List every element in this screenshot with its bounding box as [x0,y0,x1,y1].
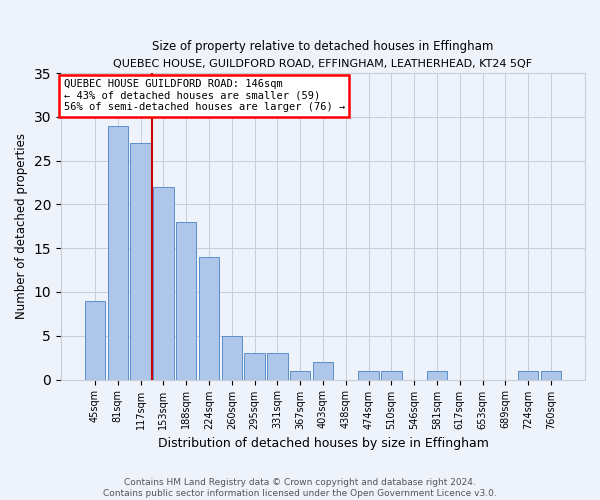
Bar [313,362,333,380]
X-axis label: Distribution of detached houses by size in Effingham: Distribution of detached houses by size … [158,437,488,450]
Bar [153,187,173,380]
Bar [381,371,401,380]
Text: Size of property relative to detached houses in Effingham: Size of property relative to detached ho… [152,40,494,53]
Bar [85,300,105,380]
Y-axis label: Number of detached properties: Number of detached properties [15,134,28,320]
Bar [427,371,447,380]
Bar [358,371,379,380]
Bar [518,371,538,380]
Bar [541,371,561,380]
Bar [130,143,151,380]
Bar [221,336,242,380]
Title: QUEBEC HOUSE, GUILDFORD ROAD, EFFINGHAM, LEATHERHEAD, KT24 5QF: QUEBEC HOUSE, GUILDFORD ROAD, EFFINGHAM,… [113,60,533,70]
Text: QUEBEC HOUSE GUILDFORD ROAD: 146sqm
← 43% of detached houses are smaller (59)
56: QUEBEC HOUSE GUILDFORD ROAD: 146sqm ← 43… [64,79,345,112]
Bar [267,354,287,380]
Bar [199,257,219,380]
Bar [244,354,265,380]
Bar [176,222,196,380]
Bar [290,371,310,380]
Text: Contains HM Land Registry data © Crown copyright and database right 2024.
Contai: Contains HM Land Registry data © Crown c… [103,478,497,498]
Bar [107,126,128,380]
